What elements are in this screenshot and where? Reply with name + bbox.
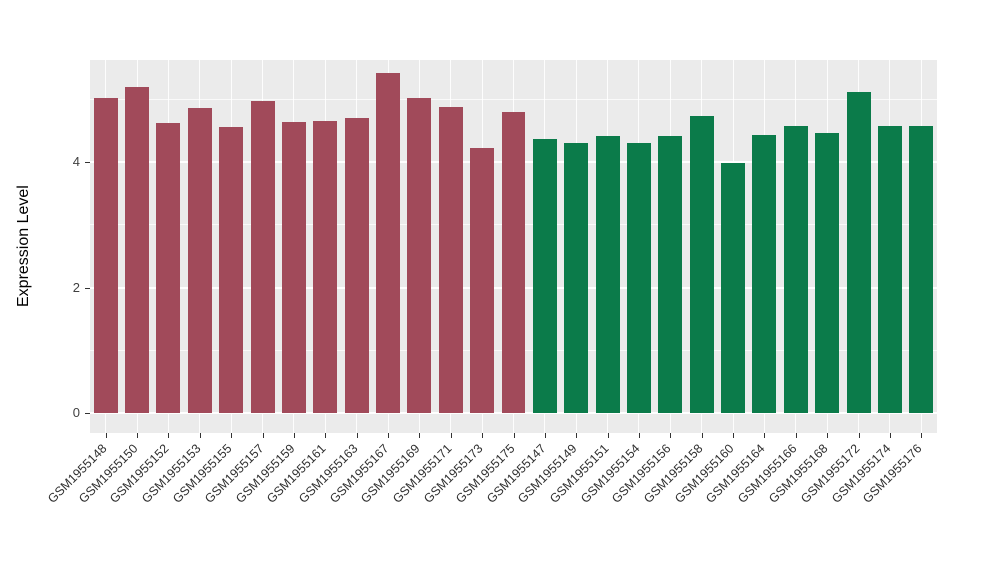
y-tick-label: 0 (72, 405, 80, 420)
x-tick-mark (137, 433, 139, 438)
x-tick-mark (638, 433, 640, 438)
bar-GSM1955148 (93, 97, 118, 413)
x-tick-mark (701, 433, 703, 438)
bar-GSM1955158 (689, 116, 714, 413)
y-tick-mark (85, 287, 90, 289)
x-tick-mark (293, 433, 295, 438)
x-tick-mark (105, 433, 107, 438)
y-tick-mark (85, 162, 90, 163)
x-tick-mark (827, 433, 829, 438)
bar-GSM1955173 (470, 148, 495, 413)
x-tick-mark (482, 433, 484, 438)
x-tick-mark (325, 433, 327, 438)
bar-GSM1955154 (626, 142, 651, 413)
bar-GSM1955175 (501, 112, 526, 413)
bar-GSM1955156 (658, 136, 683, 413)
y-tick-label: 4 (72, 154, 80, 169)
x-tick-mark (199, 433, 201, 438)
x-tick-mark (544, 433, 546, 438)
bar-GSM1955159 (281, 122, 306, 413)
x-tick-mark (607, 433, 609, 438)
bar-GSM1955149 (564, 143, 589, 413)
bar-GSM1955152 (156, 123, 181, 413)
x-tick-mark (450, 433, 452, 438)
x-tick-mark (858, 433, 860, 438)
bar-GSM1955166 (783, 125, 808, 413)
bar-GSM1955169 (407, 97, 432, 413)
bar-GSM1955176 (909, 126, 934, 413)
y-tick-label: 2 (72, 279, 80, 295)
bar-GSM1955153 (187, 108, 212, 413)
x-tick-mark (513, 433, 515, 438)
bar-GSM1955168 (815, 133, 840, 413)
bar-GSM1955171 (438, 107, 463, 413)
x-tick-mark (733, 433, 735, 438)
bar-GSM1955151 (595, 135, 620, 413)
x-tick-mark (168, 433, 170, 438)
x-tick-mark (795, 433, 797, 438)
bar-GSM1955167 (376, 72, 400, 413)
minor-gridline (90, 98, 937, 100)
bar-GSM1955160 (721, 163, 746, 413)
bar-GSM1955174 (877, 125, 902, 413)
bar-GSM1955172 (846, 91, 871, 413)
x-tick-mark (921, 433, 923, 438)
bar-GSM1955164 (752, 135, 777, 413)
plot-panel (90, 60, 937, 433)
x-tick-mark (889, 433, 891, 438)
x-tick-mark (388, 433, 390, 438)
bar-GSM1955147 (532, 138, 557, 413)
x-tick-mark (670, 433, 672, 438)
x-tick-mark (764, 433, 766, 438)
x-tick-mark (576, 433, 578, 438)
y-axis-title: Expression Level (15, 185, 32, 308)
bar-GSM1955155 (219, 127, 244, 413)
x-tick-mark (262, 433, 264, 438)
bar-GSM1955150 (125, 86, 150, 413)
bar-GSM1955157 (250, 101, 275, 413)
x-tick-mark (356, 433, 358, 438)
x-tick-mark (231, 433, 233, 438)
bar-GSM1955163 (344, 118, 369, 413)
bar-GSM1955161 (313, 120, 338, 413)
y-tick-mark (85, 413, 90, 414)
x-tick-mark (419, 433, 421, 438)
major-gridline (90, 412, 937, 414)
